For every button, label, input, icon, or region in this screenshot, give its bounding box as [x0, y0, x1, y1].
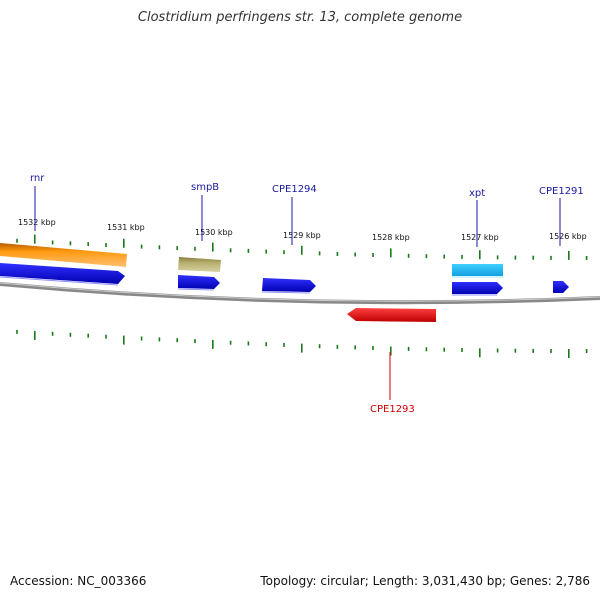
gene-CPE1293-feature[interactable] [347, 308, 436, 322]
gene-cds-feature[interactable] [178, 275, 220, 289]
kbp-labels: 1532 kbp 1531 kbp 1530 kbp 1529 kbp 1528… [18, 218, 587, 242]
gene-cds-feature[interactable] [452, 282, 503, 294]
gene-CPE1291-feature[interactable] [553, 281, 569, 293]
forward-tick-marks [16, 234, 588, 260]
accession-text: Accession: NC_003366 [10, 574, 147, 588]
gene-label-CPE1294[interactable]: CPE1294 [272, 184, 317, 195]
kbp-label: 1527 kbp [461, 233, 499, 242]
gene-label-smpB[interactable]: smpB [191, 182, 219, 193]
gene-CPE1294-feature[interactable] [262, 278, 316, 292]
map-title: Clostridium perfringens str. 13, complet… [137, 10, 463, 25]
gene-labels: rnr smpB CPE1294 xpt CPE1291 CPE1293 [30, 173, 584, 415]
gene-label-CPE1291[interactable]: CPE1291 [539, 186, 584, 197]
reverse-tick-marks [16, 329, 588, 358]
genome-backbone [0, 282, 600, 305]
kbp-label: 1530 kbp [195, 228, 233, 237]
gene-xpt-feature[interactable] [452, 264, 503, 276]
kbp-label: 1529 kbp [283, 231, 321, 240]
gene-cds-feature[interactable] [0, 263, 125, 284]
gene-rnr-feature[interactable] [0, 243, 127, 267]
kbp-label: 1532 kbp [18, 218, 56, 227]
kbp-label: 1531 kbp [107, 223, 145, 232]
gene-label-CPE1293[interactable]: CPE1293 [370, 404, 415, 415]
gene-label-xpt[interactable]: xpt [469, 188, 485, 199]
gene-label-rnr[interactable]: rnr [30, 173, 45, 184]
kbp-label: 1526 kbp [549, 232, 587, 241]
gene-smpB-feature[interactable] [178, 257, 221, 272]
genome-summary-text: Topology: circular; Length: 3,031,430 bp… [260, 574, 590, 588]
kbp-label: 1528 kbp [372, 233, 410, 242]
label-leaders [34, 186, 561, 400]
